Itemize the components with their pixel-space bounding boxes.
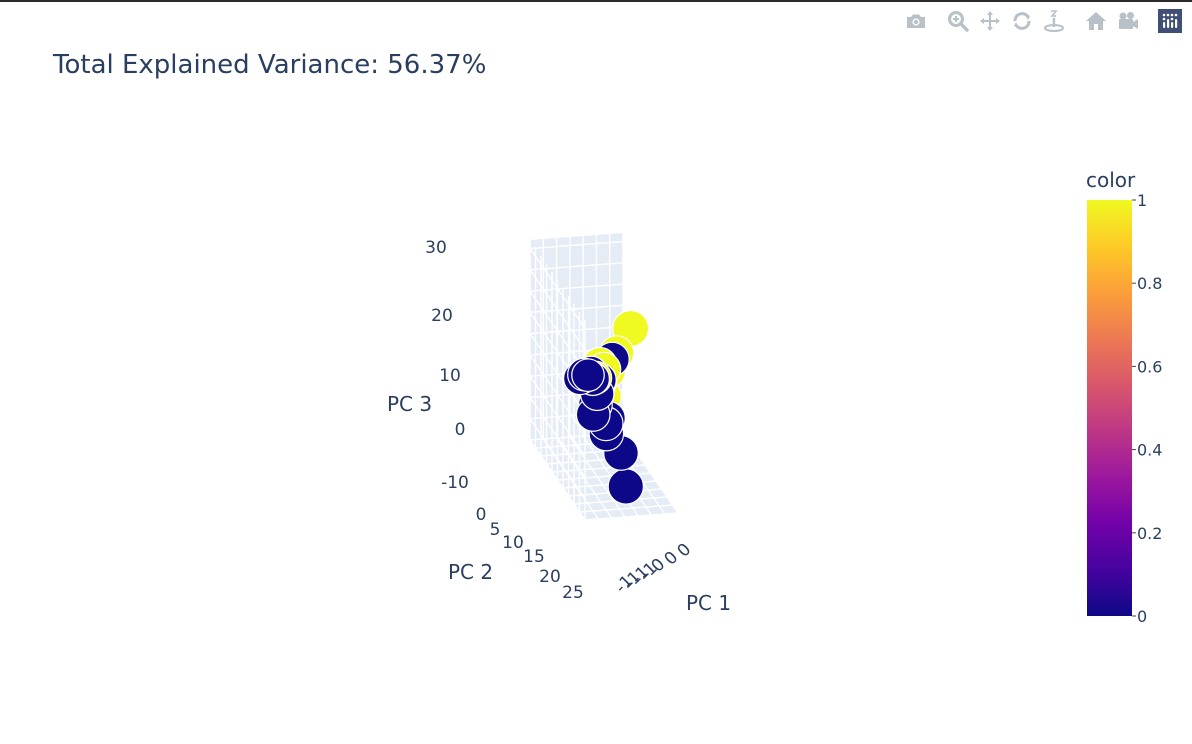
z-gridline [529, 325, 624, 335]
orbit-icon [1013, 12, 1031, 30]
home-icon [1086, 12, 1106, 30]
pan-icon [980, 11, 1000, 31]
y-tick-label: 20 [539, 567, 561, 587]
y-tick-label: 5 [490, 520, 501, 540]
z-tick-label: -10 [441, 473, 469, 493]
zoom-icon [948, 11, 969, 32]
x-gridline [542, 438, 599, 520]
colorbar-tick-label: 0.2 [1137, 524, 1162, 543]
reset-camera-default-button[interactable] [1082, 7, 1110, 35]
x-axis-title: PC 1 [686, 591, 731, 615]
axis-titles: PC 3 PC 2 PC 1 [387, 392, 731, 615]
z-gridline [529, 283, 624, 292]
turntable-icon [1044, 10, 1064, 32]
reset-camera-last-save-button[interactable] [1114, 7, 1142, 35]
z-tick-label: 10 [439, 366, 461, 386]
y-tick-label: 25 [562, 583, 584, 603]
y-tick-label: 0 [476, 505, 487, 525]
colorbar-gradient [1087, 200, 1132, 616]
scene-markers[interactable] [563, 309, 650, 505]
z-tick-label: 0 [455, 420, 466, 440]
y-tick-label: 10 [502, 533, 524, 553]
y-tick-label: 15 [523, 547, 545, 567]
colorbar: color 0 0.2 0.4 0.6 0.8 1 [1086, 168, 1162, 626]
colorbar-ticks: 0 0.2 0.4 0.6 0.8 1 [1132, 191, 1162, 626]
z-gridline [529, 262, 624, 271]
pan-button[interactable] [976, 7, 1004, 35]
modebar-toolbar [898, 6, 1184, 36]
colorbar-tick-label: 1 [1137, 191, 1147, 210]
data-point-marker[interactable] [607, 468, 645, 505]
plotly-logo-button[interactable] [1156, 7, 1184, 35]
colorbar-tick-label: 0.4 [1137, 441, 1162, 460]
colorbar-tick-label: 0.6 [1137, 357, 1162, 376]
camera-movie-icon [1119, 12, 1138, 29]
x-gridline [555, 437, 613, 519]
y-gridline [584, 512, 679, 521]
y-axis-title: PC 2 [448, 560, 493, 584]
colorbar-title: color [1086, 168, 1136, 192]
orbit-rotation-button[interactable] [1008, 7, 1036, 35]
z-tick-label: 20 [431, 306, 453, 326]
data-point-marker[interactable] [571, 358, 605, 393]
plotly-logo-icon [1158, 9, 1182, 33]
x-gridline [569, 436, 626, 518]
colorbar-tick-label: 0 [1137, 607, 1147, 626]
top-border [0, 0, 1192, 2]
colorbar-tick-label: 0.8 [1137, 274, 1162, 293]
x-gridline [529, 439, 586, 521]
y-gridline [579, 504, 673, 513]
z-axis-title: PC 3 [387, 392, 432, 416]
download-png-button[interactable] [902, 7, 930, 35]
chart-title: Total Explained Variance: 56.37% [53, 50, 487, 80]
zoom-button[interactable] [944, 7, 972, 35]
z-gridline [529, 304, 624, 314]
turntable-rotation-button[interactable] [1040, 7, 1068, 35]
z-tick-label: 30 [425, 238, 447, 258]
camera-icon [907, 14, 925, 28]
z-gridline [529, 240, 624, 250]
